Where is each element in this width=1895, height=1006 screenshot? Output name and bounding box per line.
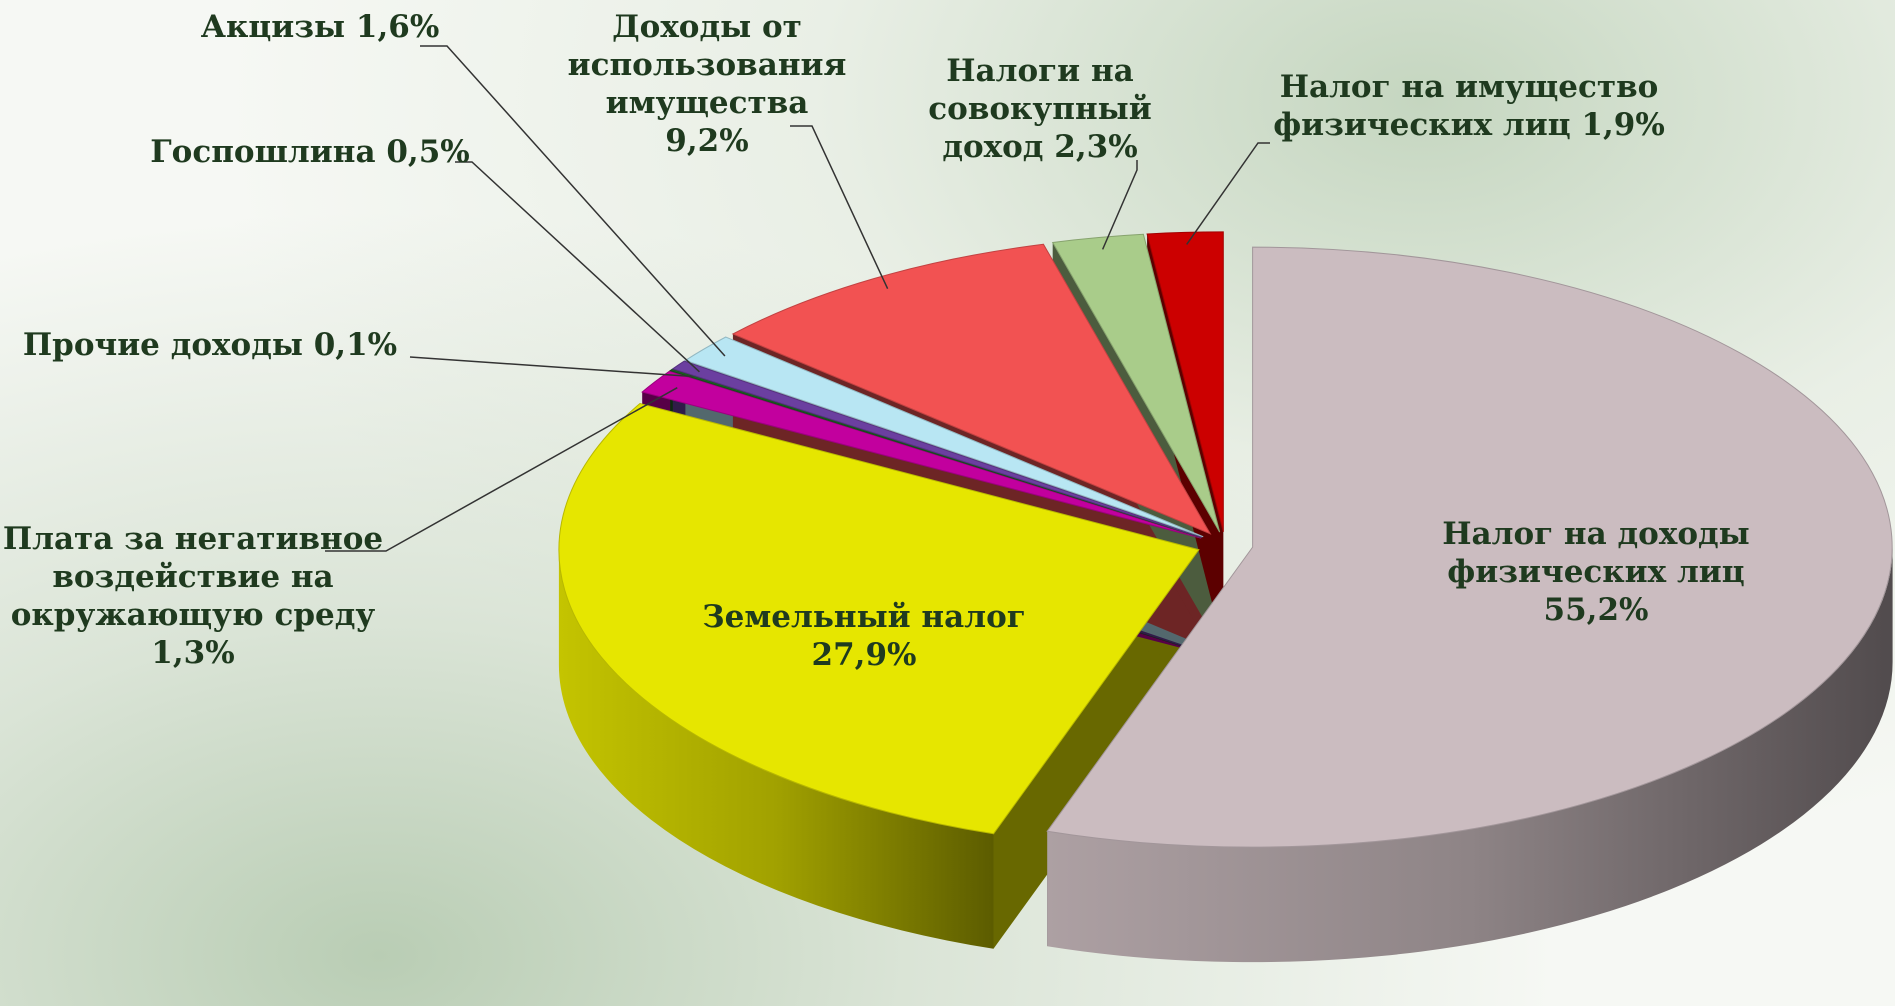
slice-label: Акцизы 1,6%	[170, 8, 470, 46]
value-label: 0,1%	[313, 327, 398, 363]
category-label: Доходы от использования имущества	[567, 9, 847, 121]
value-label: 27,9%	[811, 637, 917, 673]
category-label: Госпошлина	[150, 134, 376, 170]
slice	[684, 336, 1204, 538]
leader-line	[1186, 142, 1270, 245]
slice	[1146, 231, 1224, 533]
value-label: 0,5%	[386, 134, 470, 170]
slice-label: Плата за негативное воздействие на окруж…	[0, 520, 386, 672]
category-label: Плата за негативное воздействие на окруж…	[2, 521, 384, 633]
slice	[558, 402, 1200, 835]
slice-label: Налоги на совокупный доход 2,3%	[920, 52, 1160, 166]
slice-label: Доходы от использования имущества 9,2%	[557, 8, 857, 160]
leader-line	[790, 125, 889, 290]
slice-wall	[1047, 547, 1893, 963]
category-label: Прочие доходы	[22, 327, 303, 363]
category-label: Акцизы	[200, 9, 346, 45]
slice-label: Налог на доходы физических лиц 55,2%	[1426, 515, 1766, 629]
leader-line	[1101, 160, 1138, 250]
category-label: Земельный налог	[702, 599, 1026, 635]
value-label: 2,3%	[1054, 129, 1138, 165]
leader-line	[420, 45, 726, 357]
slice-label: Земельный налог 27,9%	[684, 598, 1044, 674]
slice-label: Госпошлина 0,5%	[120, 133, 500, 171]
slice	[731, 243, 1212, 535]
slice	[1046, 246, 1893, 848]
leader-line	[325, 387, 678, 552]
slice-label: Налог на имущество физических лиц 1,9%	[1264, 68, 1674, 144]
category-label: Налоги на совокупный доход	[928, 53, 1152, 165]
category-label: Налог на имущество физических лиц	[1273, 69, 1659, 143]
value-label: 1,6%	[355, 9, 440, 45]
slice	[671, 360, 1203, 538]
slice-wall	[558, 549, 994, 949]
leader-line	[409, 356, 693, 378]
value-label: 1,9%	[1581, 107, 1665, 143]
slice	[641, 370, 1202, 539]
leader-line	[455, 161, 700, 373]
value-label: 55,2%	[1543, 592, 1649, 628]
category-label: Налог на доходы физических лиц	[1442, 516, 1750, 590]
value-label: 1,3%	[151, 635, 235, 671]
slice	[1051, 233, 1221, 533]
slice-label: Прочие доходы 0,1%	[10, 326, 410, 364]
value-label: 9,2%	[665, 123, 749, 159]
